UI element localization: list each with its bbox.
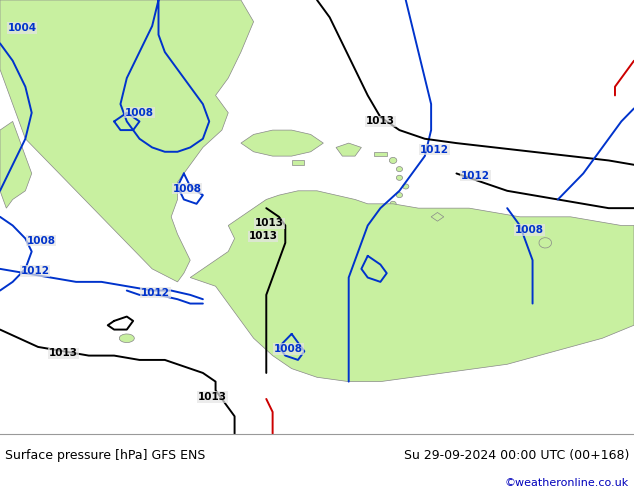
Text: 1008: 1008 [515,225,544,235]
Text: 1004: 1004 [8,23,37,33]
Polygon shape [390,201,396,206]
Polygon shape [0,122,32,208]
Text: 1012: 1012 [20,266,49,276]
Text: Surface pressure [hPa] GFS ENS: Surface pressure [hPa] GFS ENS [5,448,205,462]
Polygon shape [403,184,409,189]
Polygon shape [539,238,552,248]
Text: 1013: 1013 [366,117,395,126]
Text: 1013: 1013 [198,392,227,402]
Polygon shape [389,157,397,164]
Polygon shape [0,0,254,282]
Text: 1008: 1008 [27,236,56,245]
Polygon shape [396,167,403,172]
Polygon shape [241,130,323,156]
Text: 1008: 1008 [274,344,303,354]
Text: 1012: 1012 [141,288,170,298]
Polygon shape [396,175,403,180]
Text: 1012: 1012 [461,171,490,181]
Polygon shape [336,143,361,156]
Text: 1012: 1012 [420,145,449,155]
Polygon shape [431,213,444,221]
Text: 1013: 1013 [249,231,278,242]
Text: 1008: 1008 [172,184,202,194]
Text: 1008: 1008 [125,108,154,118]
Polygon shape [374,152,387,156]
Text: ©weatheronline.co.uk: ©weatheronline.co.uk [505,478,629,488]
Text: 1013: 1013 [49,348,78,358]
Text: Su 29-09-2024 00:00 UTC (00+168): Su 29-09-2024 00:00 UTC (00+168) [404,448,629,462]
Text: 1013: 1013 [255,219,284,228]
Polygon shape [190,191,634,382]
Polygon shape [292,160,304,165]
Polygon shape [119,334,134,343]
Polygon shape [396,193,403,198]
